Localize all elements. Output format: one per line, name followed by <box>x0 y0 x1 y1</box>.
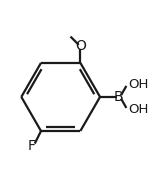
Text: F: F <box>28 139 36 153</box>
Text: OH: OH <box>128 78 148 91</box>
Text: OH: OH <box>128 103 148 116</box>
Text: B: B <box>114 90 124 104</box>
Text: O: O <box>75 39 86 53</box>
